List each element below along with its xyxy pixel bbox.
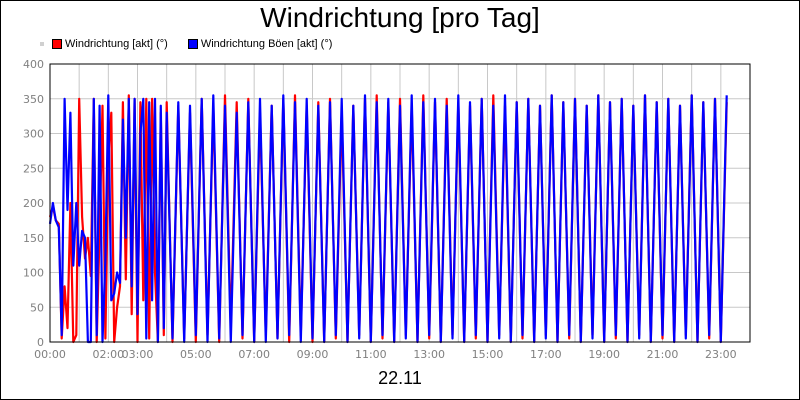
legend-swatch-red <box>52 39 62 49</box>
legend-label-series-1: Windrichtung [akt] (°) <box>65 38 168 50</box>
x-tick-label: 19:00 <box>588 348 620 361</box>
legend-label-series-2: Windrichtung Böen [akt] (°) <box>200 38 333 50</box>
x-tick-label: 03:00 <box>122 348 154 361</box>
y-tick-label: 400 <box>23 58 44 71</box>
x-tick-label: 17:00 <box>530 348 562 361</box>
x-tick-label: 11:00 <box>355 348 387 361</box>
x-tick-label: 15:00 <box>472 348 504 361</box>
y-tick-label: 200 <box>23 197 44 210</box>
y-tick-label: 300 <box>23 128 44 141</box>
plot-border <box>49 63 751 343</box>
chart-title: Windrichtung [pro Tag] <box>260 2 540 33</box>
legend: Windrichtung [akt] (°) Windrichtung Böen… <box>40 38 352 50</box>
date-label: 22.11 <box>378 368 422 388</box>
y-tick-label: 350 <box>23 93 44 106</box>
series-line-2 <box>48 94 728 344</box>
y-tick-label: 150 <box>23 232 44 245</box>
legend-marker-icon <box>40 42 44 46</box>
legend-swatch-blue <box>187 39 198 49</box>
x-tick-label: 07:00 <box>238 348 270 361</box>
x-tick-label: 23:00 <box>705 348 737 361</box>
x-tick-label: 00:00 <box>34 348 66 361</box>
legend-item-series-1: Windrichtung [akt] (°) <box>52 38 168 50</box>
x-tick-label: 09:00 <box>297 348 329 361</box>
x-tick-label: 13:00 <box>413 348 445 361</box>
x-tick-label: 02:00 <box>92 348 124 361</box>
y-tick-label: 50 <box>30 301 44 314</box>
y-tick-label: 250 <box>23 162 44 175</box>
y-tick-label: 100 <box>23 267 44 280</box>
x-tick-label: 05:00 <box>180 348 212 361</box>
x-tick-label: 21:00 <box>647 348 679 361</box>
y-tick-label: 0 <box>37 336 44 349</box>
legend-item-series-2: Windrichtung Böen [akt] (°) <box>187 38 333 50</box>
